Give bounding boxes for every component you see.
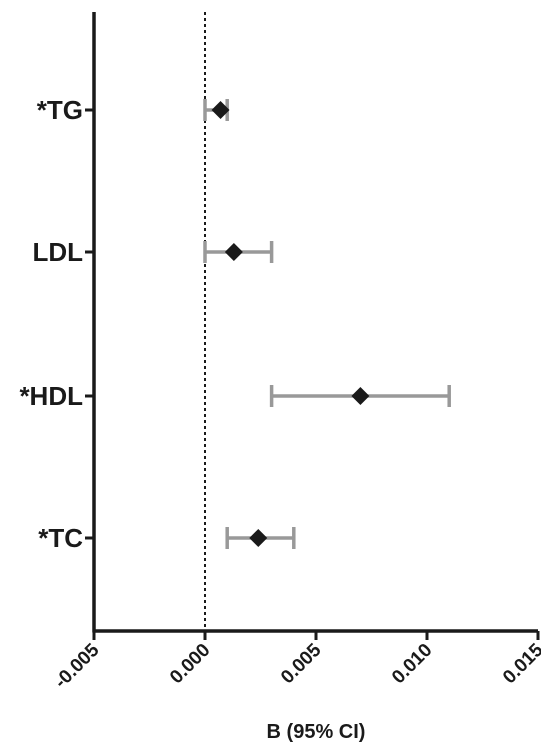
x-tick-label: -0.005: [51, 639, 104, 692]
x-tick-label: 0.015: [499, 639, 541, 688]
category-label: LDL: [32, 237, 83, 267]
estimate-marker: [249, 529, 268, 547]
category-label: *TG: [37, 95, 83, 125]
estimate-marker: [351, 387, 370, 405]
estimate-marker: [224, 243, 243, 261]
x-axis-title: B (95% CI): [267, 721, 366, 743]
category-label: *TC: [38, 523, 83, 553]
x-tick-label: 0.010: [388, 640, 436, 688]
category-label: *HDL: [19, 381, 83, 411]
x-tick-label: 0.005: [277, 639, 326, 688]
x-tick-label: 0.000: [166, 640, 214, 688]
estimate-marker: [211, 101, 230, 119]
